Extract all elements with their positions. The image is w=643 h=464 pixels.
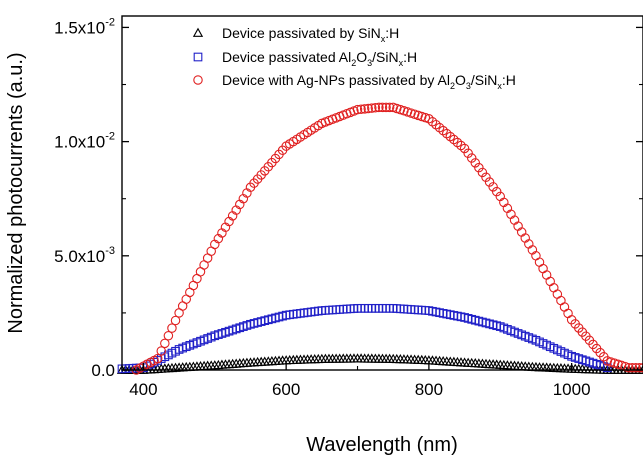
legend-marker [192,27,204,37]
data-point [356,104,366,115]
legend-marker [193,75,203,85]
data-point [470,158,481,168]
data-point [367,103,377,113]
data-point [481,172,491,182]
legend-item-circle: Device with Ag-NPs passivated by Al2O3/S… [193,72,516,91]
data-point [549,283,559,293]
legend-item-square: Device passivated Al2O3/SiNx:H [193,49,417,68]
x-tick-label: 1000 [553,380,591,399]
y-tick-label: 1.0x10-2 [54,131,115,152]
data-point [381,102,391,113]
data-point [491,186,502,197]
series-circle [131,102,643,375]
legend-label: Device with Ag-NPs passivated by Al2O3/S… [222,72,516,91]
legend-marker [193,52,203,62]
data-point [363,103,373,114]
data-point [634,362,643,373]
x-tick-label: 800 [415,380,443,399]
data-point [160,338,170,349]
plot-frame [121,15,643,371]
data-point [459,143,470,154]
data-point [534,257,545,267]
data-point [167,323,177,333]
y-axis-title: Normalized photocurrents (a.u.) [5,52,27,333]
data-point [488,182,498,192]
data-point [541,270,552,280]
data-point [163,330,174,341]
legend-label: Device passivated by SiNx:H [222,25,399,44]
y-tick-label: 0.0 [91,361,115,380]
data-point [370,102,381,113]
data-point [377,102,388,113]
data-point [631,362,641,373]
x-tick-label: 600 [272,380,300,399]
data-point [374,102,384,113]
data-point [352,104,363,115]
x-axis-title: Wavelength (nm) [306,434,458,456]
axis-layer: 400 600 800 1000 0.0 5.0x10-3 1.0x10-2 1.5x10-2 [54,16,643,399]
data-point [384,102,395,113]
data-point [156,346,167,356]
legend-item-triangle: Device passivated by SiNx:H [192,25,399,44]
data-point [627,362,638,373]
data-point [559,302,570,312]
data-point [474,162,484,173]
series-square [117,303,612,374]
legend: Device passivated by SiNx:H Device passiv… [192,25,516,91]
data-point [170,315,181,326]
y-tick-label: 1.5x10-2 [54,16,115,37]
y-tick-label: 5.0x10-3 [54,245,115,266]
data-point [538,263,548,274]
data-point [466,153,477,163]
data-point [477,167,488,178]
data-point [623,362,634,373]
data-point [563,308,573,319]
data-point [556,295,566,306]
x-tick-label: 400 [129,380,157,399]
data-point [359,104,370,114]
data-point [152,353,163,364]
data-point [484,177,495,187]
legend-label: Device passivated Al2O3/SiNx:H [222,49,417,68]
data-point [552,289,563,299]
data-point [545,276,555,287]
data-point [463,148,473,159]
series-layer [116,102,643,375]
